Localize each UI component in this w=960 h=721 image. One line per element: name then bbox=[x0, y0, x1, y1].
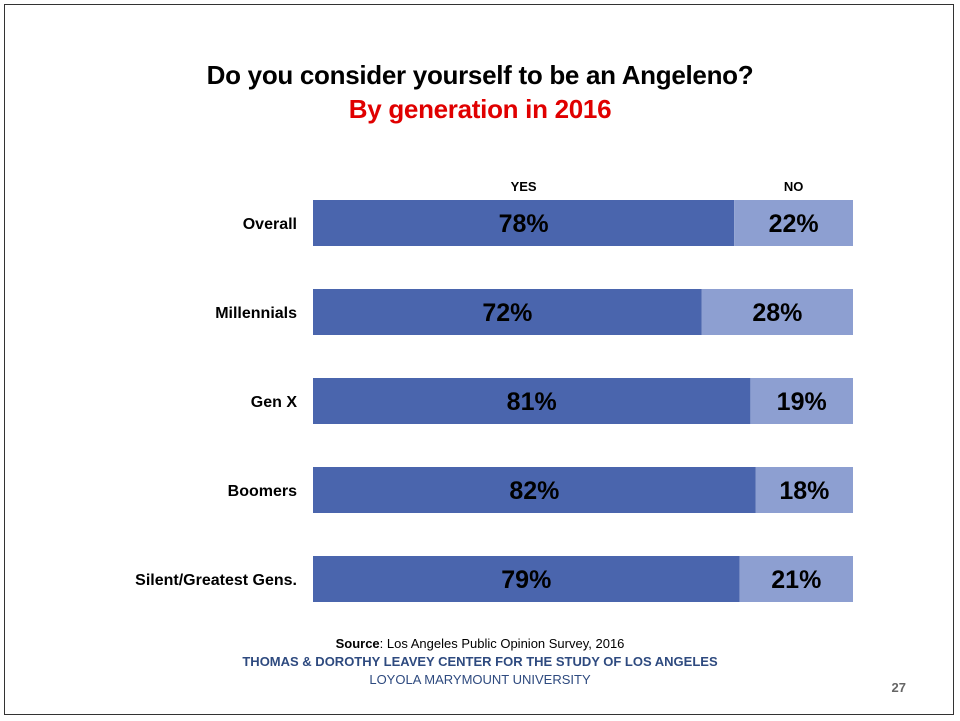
bar-no bbox=[739, 556, 853, 602]
data-label: 78% bbox=[499, 210, 549, 238]
chart-subtitle: By generation in 2016 bbox=[348, 94, 612, 124]
legend-no: NO bbox=[784, 179, 804, 194]
bar-no bbox=[701, 289, 853, 335]
source-note: Source: Los Angeles Public Opinion Surve… bbox=[0, 636, 960, 651]
chart-title: Do you consider yourself to be an Angele… bbox=[206, 60, 754, 90]
category-label: Gen X bbox=[251, 394, 298, 411]
bar-no bbox=[755, 467, 853, 513]
category-label: Boomers bbox=[228, 483, 297, 500]
category-label: Silent/Greatest Gens. bbox=[135, 572, 297, 589]
bar-yes bbox=[313, 200, 735, 246]
data-label: 72% bbox=[482, 299, 532, 327]
category-label: Overall bbox=[243, 216, 297, 233]
bar-no bbox=[734, 200, 853, 246]
slide-frame bbox=[4, 4, 954, 715]
data-label: 82% bbox=[509, 477, 559, 505]
bar-no bbox=[750, 378, 853, 424]
source-text: : Los Angeles Public Opinion Survey, 201… bbox=[379, 636, 625, 651]
bar-yes bbox=[313, 556, 740, 602]
data-label: 81% bbox=[507, 388, 557, 416]
data-label: 21% bbox=[771, 566, 821, 594]
organization-name: THOMAS & DOROTHY LEAVEY CENTER FOR THE S… bbox=[242, 654, 718, 669]
category-label: Millennials bbox=[215, 305, 297, 322]
data-label: 18% bbox=[779, 477, 829, 505]
data-label: 79% bbox=[501, 566, 551, 594]
source-label: Source bbox=[335, 636, 380, 651]
legend-yes: YES bbox=[511, 179, 537, 194]
data-label: 22% bbox=[769, 210, 819, 238]
data-label: 28% bbox=[752, 299, 802, 327]
bar-yes bbox=[313, 467, 756, 513]
bar-yes bbox=[313, 289, 702, 335]
data-label: 19% bbox=[777, 388, 827, 416]
university-name: LOYOLA MARYMOUNT UNIVERSITY bbox=[369, 672, 591, 687]
page-number: 27 bbox=[891, 680, 906, 695]
bar-yes bbox=[313, 378, 751, 424]
